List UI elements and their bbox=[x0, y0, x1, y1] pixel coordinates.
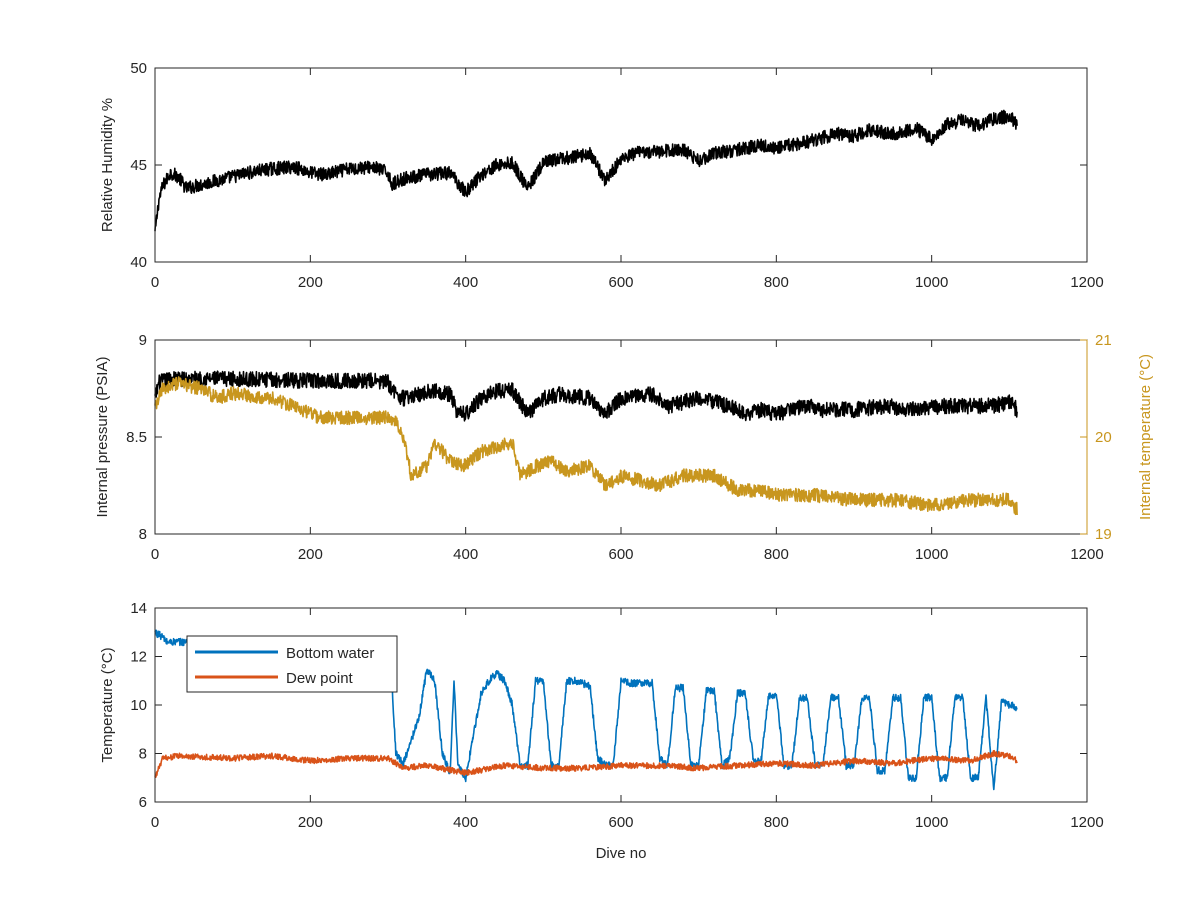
x-tick-label: 800 bbox=[764, 274, 789, 291]
x-tick-label: 0 bbox=[151, 814, 159, 831]
x-tick-label: 1200 bbox=[1070, 814, 1103, 831]
legend-box bbox=[186, 635, 398, 693]
temperature-panel: 0 200 400 600 800 1000 1200 6 8 10 12 14 Temperatur… bbox=[99, 600, 1104, 862]
temperature-ticks: 0 200 400 600 800 1000 1200 6 8 10 12 14 bbox=[130, 600, 1103, 831]
humidity-panel: 0 200 400 600 800 1000 1200 40 45 50 Relative Hum… bbox=[99, 60, 1104, 291]
dive-no-x-axis-label: Dive no bbox=[596, 845, 647, 862]
x-tick-label: 600 bbox=[608, 274, 633, 291]
x-tick-label: 600 bbox=[608, 814, 633, 831]
x-tick-label: 1000 bbox=[915, 546, 948, 563]
y-right-tick-label: 19 bbox=[1095, 526, 1112, 543]
series-line-dew-point bbox=[154, 749, 1018, 779]
y-tick-label: 8.5 bbox=[126, 429, 147, 446]
x-tick-label: 1000 bbox=[915, 814, 948, 831]
x-tick-label: 200 bbox=[298, 274, 323, 291]
x-tick-label: 0 bbox=[151, 546, 159, 563]
humidity-y-axis-label: Relative Humidity % bbox=[99, 98, 116, 232]
x-tick-label: 800 bbox=[764, 546, 789, 563]
pressure-panel: 0 200 400 600 800 1000 1200 8 8.5 9 19 20 21 Interna… bbox=[94, 332, 1154, 563]
series-line-panel1-1 bbox=[154, 376, 1018, 516]
x-tick-label: 1200 bbox=[1070, 274, 1103, 291]
x-tick-label: 800 bbox=[764, 814, 789, 831]
series-line-panel1-0 bbox=[154, 370, 1018, 422]
x-tick-label: 200 bbox=[298, 546, 323, 563]
y-tick-label: 6 bbox=[139, 794, 147, 811]
x-tick-label: 200 bbox=[298, 814, 323, 831]
x-tick-label: 0 bbox=[151, 274, 159, 291]
legend-label-dew-point: Dew point bbox=[286, 670, 354, 687]
y-tick-label: 9 bbox=[139, 332, 147, 349]
x-tick-label: 1000 bbox=[915, 274, 948, 291]
y-tick-label: 40 bbox=[130, 254, 147, 271]
series-line-panel0-0 bbox=[154, 109, 1018, 232]
pressure-plot-area bbox=[154, 370, 1018, 516]
y-tick-label: 50 bbox=[130, 60, 147, 77]
temperature-y-axis-label: Temperature (°C) bbox=[99, 647, 116, 762]
y-right-tick-label: 21 bbox=[1095, 332, 1112, 349]
y-tick-label: 8 bbox=[139, 526, 147, 543]
x-tick-label: 400 bbox=[453, 546, 478, 563]
x-tick-label: 1200 bbox=[1070, 546, 1103, 563]
pressure-y-axis-label: Internal pressure (PSIA) bbox=[94, 357, 111, 518]
humidity-ticks: 0 200 400 600 800 1000 1200 40 45 50 bbox=[130, 60, 1103, 291]
x-tick-label: 400 bbox=[453, 274, 478, 291]
y-tick-label: 12 bbox=[130, 649, 147, 666]
internal-temperature-y-axis-label: Internal temperature (°C) bbox=[1137, 354, 1154, 520]
y-right-tick-label: 20 bbox=[1095, 429, 1112, 446]
y-tick-label: 14 bbox=[130, 600, 147, 617]
legend: Bottom water Dew point bbox=[186, 635, 398, 693]
x-tick-label: 600 bbox=[608, 546, 633, 563]
legend-label-bottom-water: Bottom water bbox=[286, 645, 374, 662]
humidity-plot-area bbox=[154, 109, 1018, 232]
y-tick-label: 8 bbox=[139, 746, 147, 763]
y-tick-label: 45 bbox=[130, 157, 147, 174]
y-tick-label: 10 bbox=[130, 697, 147, 714]
x-tick-label: 400 bbox=[453, 814, 478, 831]
pressure-ticks: 0 200 400 600 800 1000 1200 8 8.5 9 19 20 21 bbox=[126, 332, 1112, 563]
